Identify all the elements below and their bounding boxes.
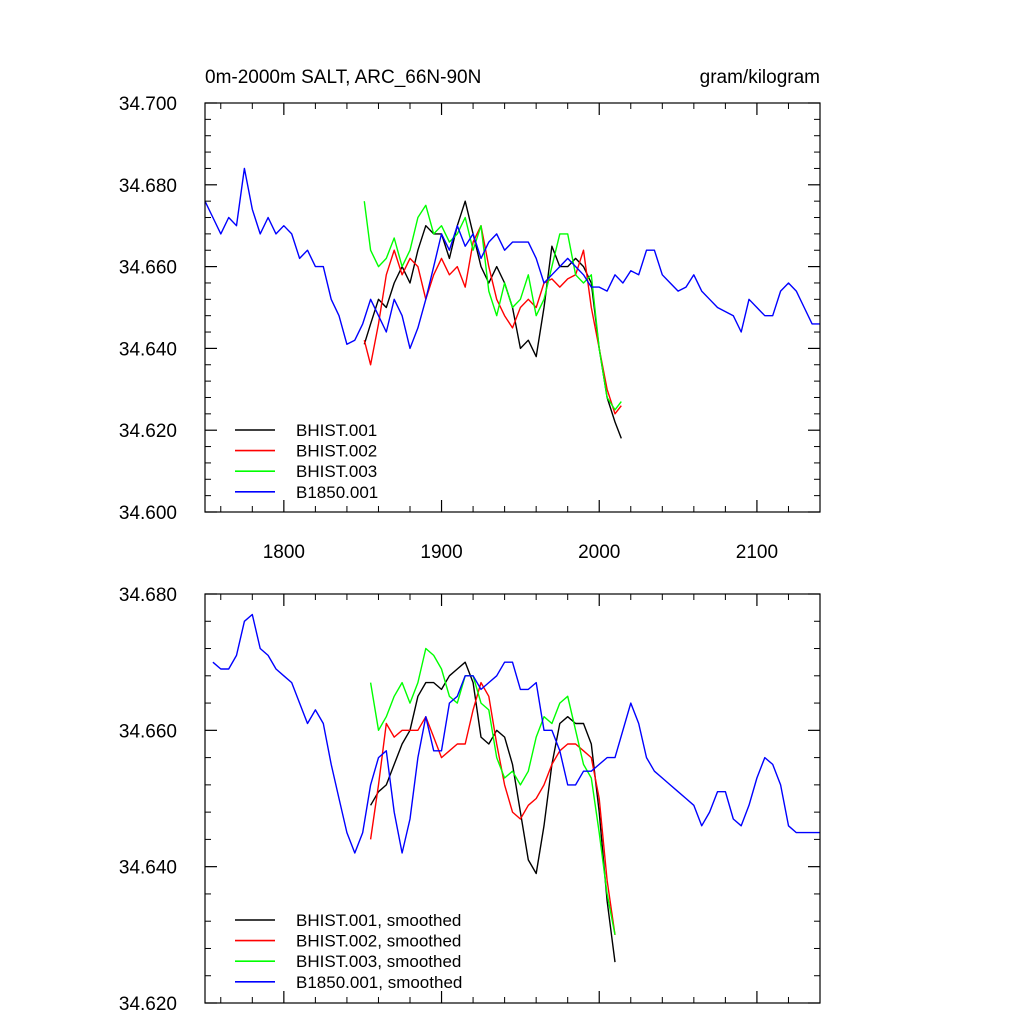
bottom-y-tick-label: 34.660 (119, 721, 177, 742)
top-x-tick-label: 1800 (263, 542, 305, 563)
chart-title-left: 0m-2000m SALT, ARC_66N-90N (205, 67, 481, 88)
top-y-tick-label: 34.660 (119, 258, 177, 279)
top-panel: 34.600 34.620 34.640 34.660 34.680 34.700 1800… (119, 67, 821, 563)
bottom-series-line-2 (369, 647, 616, 935)
top-legend-label-3: B1850.001 (296, 483, 378, 502)
top-y-tick-label: 34.640 (119, 339, 177, 360)
chart-title-right: gram/kilogram (700, 67, 820, 88)
bottom-legend-label-1: BHIST.002, smoothed (296, 932, 461, 951)
top-y-tick-label: 34.680 (119, 176, 177, 197)
top-series-line-3 (205, 167, 820, 350)
top-y-tick-label: 34.700 (119, 94, 177, 115)
bottom-series-line-1 (369, 681, 616, 935)
bottom-legend-label-3: B1850.001, smoothed (296, 973, 462, 992)
top-legend-label-2: BHIST.003 (296, 462, 377, 481)
top-y-tick-label: 34.620 (119, 421, 177, 442)
bottom-y-tick-label: 34.620 (119, 994, 177, 1015)
bottom-y-tick-label: 34.640 (119, 858, 177, 879)
top-legend-label-0: BHIST.001 (296, 421, 377, 440)
top-series-line-1 (363, 224, 622, 415)
top-x-tick-label: 2000 (578, 542, 620, 563)
bottom-plot-frame (204, 593, 821, 1004)
bottom-series-line-3 (212, 613, 820, 854)
top-series-line-2 (363, 201, 622, 411)
top-x-tick-label: 1900 (420, 542, 462, 563)
bottom-legend-label-2: BHIST.003, smoothed (296, 952, 461, 971)
bottom-panel: 34.620 34.640 34.660 34.680 BHIST.001, smoot… (119, 585, 821, 1015)
top-plot-frame (204, 102, 821, 513)
top-legend-label-1: BHIST.002 (296, 442, 377, 461)
bottom-y-tick-label: 34.680 (119, 585, 177, 606)
bottom-legend-label-0: BHIST.001, smoothed (296, 911, 461, 930)
top-y-tick-label: 34.600 (119, 503, 177, 524)
top-x-tick-label: 2100 (736, 542, 778, 563)
